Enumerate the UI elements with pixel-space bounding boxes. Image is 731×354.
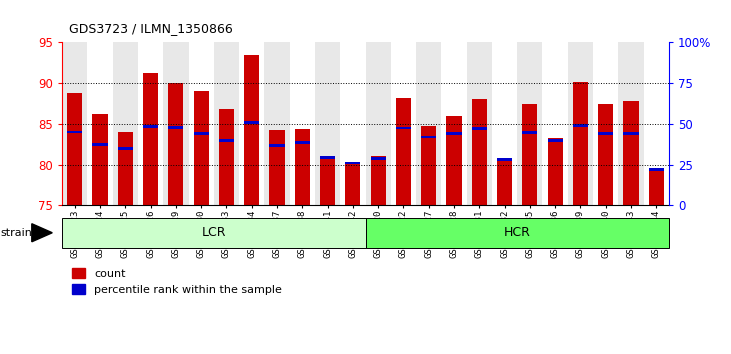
- Bar: [366, 42, 391, 205]
- Bar: [497, 158, 512, 161]
- Bar: [340, 42, 366, 205]
- Bar: [598, 132, 613, 135]
- Bar: [471, 127, 487, 130]
- Bar: [315, 42, 340, 205]
- Bar: [447, 116, 461, 205]
- Bar: [648, 168, 664, 171]
- Bar: [295, 141, 310, 144]
- Bar: [522, 103, 537, 205]
- Bar: [548, 138, 563, 205]
- Bar: [391, 42, 416, 205]
- Bar: [648, 169, 664, 205]
- Bar: [163, 42, 189, 205]
- Bar: [395, 98, 411, 205]
- Bar: [92, 143, 107, 146]
- Bar: [421, 126, 436, 205]
- Bar: [471, 99, 487, 205]
- Bar: [568, 42, 593, 205]
- Bar: [522, 131, 537, 134]
- Bar: [320, 156, 335, 205]
- Bar: [213, 42, 239, 205]
- Bar: [118, 132, 133, 205]
- Bar: [67, 131, 83, 133]
- Bar: [345, 161, 360, 164]
- Bar: [189, 42, 213, 205]
- Bar: [371, 158, 386, 160]
- Bar: [345, 163, 360, 205]
- Bar: [244, 55, 260, 205]
- Text: HCR: HCR: [504, 226, 531, 239]
- Bar: [219, 109, 234, 205]
- Bar: [62, 218, 366, 248]
- Bar: [270, 144, 284, 147]
- Bar: [118, 147, 133, 150]
- Bar: [548, 139, 563, 142]
- Bar: [618, 42, 643, 205]
- Bar: [244, 121, 260, 124]
- Bar: [219, 139, 234, 142]
- Bar: [67, 93, 83, 205]
- Bar: [624, 101, 638, 205]
- Bar: [92, 114, 107, 205]
- Bar: [416, 42, 442, 205]
- Bar: [265, 42, 289, 205]
- Bar: [366, 218, 669, 248]
- Polygon shape: [32, 224, 53, 242]
- Bar: [113, 42, 138, 205]
- Text: LCR: LCR: [202, 226, 226, 239]
- Bar: [598, 103, 613, 205]
- Bar: [138, 42, 163, 205]
- Bar: [143, 73, 158, 205]
- Bar: [295, 129, 310, 205]
- Bar: [143, 125, 158, 128]
- Bar: [371, 156, 386, 205]
- Bar: [492, 42, 517, 205]
- Text: GDS3723 / ILMN_1350866: GDS3723 / ILMN_1350866: [69, 22, 233, 35]
- Bar: [593, 42, 618, 205]
- Bar: [542, 42, 568, 205]
- Bar: [88, 42, 113, 205]
- Bar: [168, 83, 183, 205]
- Bar: [442, 42, 466, 205]
- Bar: [497, 158, 512, 205]
- Bar: [62, 42, 88, 205]
- Bar: [320, 156, 335, 159]
- Bar: [573, 81, 588, 205]
- Bar: [270, 130, 284, 205]
- Bar: [194, 132, 209, 135]
- Bar: [643, 42, 669, 205]
- Bar: [421, 136, 436, 138]
- Bar: [573, 124, 588, 127]
- Legend: count, percentile rank within the sample: count, percentile rank within the sample: [68, 264, 287, 299]
- Bar: [168, 126, 183, 129]
- Bar: [517, 42, 542, 205]
- Bar: [447, 132, 461, 135]
- Bar: [194, 91, 209, 205]
- Bar: [624, 132, 638, 135]
- Bar: [395, 126, 411, 130]
- Bar: [466, 42, 492, 205]
- Bar: [239, 42, 265, 205]
- Bar: [289, 42, 315, 205]
- Text: strain: strain: [0, 228, 32, 238]
